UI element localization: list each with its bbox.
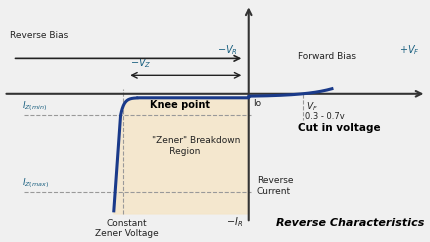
Text: $+V_F$: $+V_F$: [399, 44, 420, 57]
Text: $-I_R$: $-I_R$: [226, 215, 243, 229]
Text: "Zener" Breakdown
      Region: "Zener" Breakdown Region: [152, 136, 240, 156]
Text: Cut in voltage: Cut in voltage: [298, 123, 381, 133]
Text: $-V_Z$: $-V_Z$: [129, 56, 151, 70]
Text: Reverse Bias: Reverse Bias: [10, 31, 69, 40]
Text: $-V_R$: $-V_R$: [217, 44, 237, 57]
Text: $I_{Z(min)}$: $I_{Z(min)}$: [22, 99, 47, 113]
Text: $V_F$: $V_F$: [306, 101, 318, 113]
Text: Reverse
Current: Reverse Current: [257, 176, 293, 196]
Text: Constant
Zener Voltage: Constant Zener Voltage: [95, 219, 159, 238]
Text: Forward Bias: Forward Bias: [298, 53, 356, 61]
Polygon shape: [114, 98, 249, 214]
Text: $I_{Z(max)}$: $I_{Z(max)}$: [22, 176, 49, 190]
Text: 0.3 - 0.7v: 0.3 - 0.7v: [305, 112, 345, 121]
Text: Reverse Characteristics: Reverse Characteristics: [276, 218, 424, 228]
Text: Knee point: Knee point: [150, 100, 210, 110]
Text: Io: Io: [253, 99, 261, 108]
